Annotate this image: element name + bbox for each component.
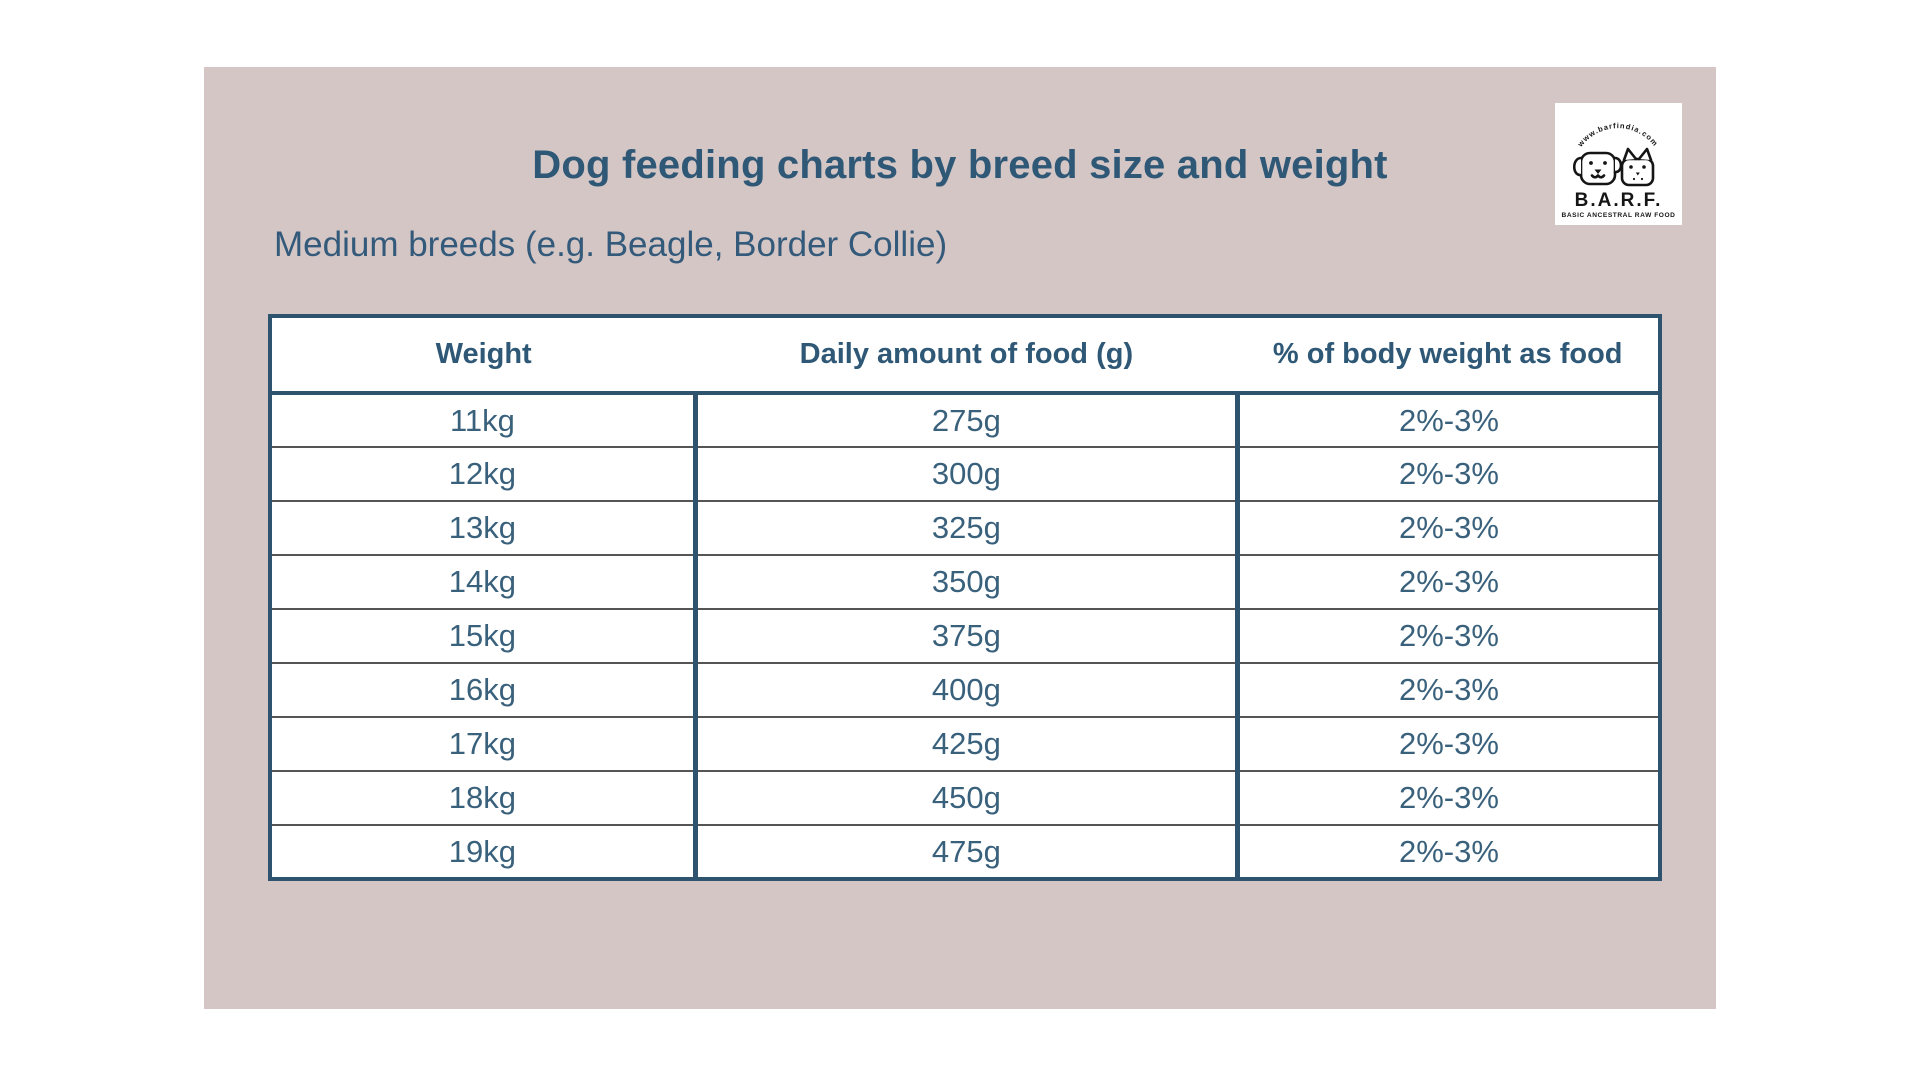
dog-icon	[1572, 151, 1623, 186]
table-cell: 15kg	[270, 608, 696, 663]
table-cell: 2%-3%	[1234, 446, 1660, 501]
column-header-weight: Weight	[270, 316, 696, 395]
table-cell: 2%-3%	[1234, 824, 1660, 879]
table-cell: 12kg	[270, 446, 696, 501]
card: Dog feeding charts by breed size and wei…	[204, 67, 1716, 1009]
table-cell: 2%-3%	[1234, 662, 1660, 717]
table-cell: 18kg	[270, 770, 696, 825]
table-row: 12kg 300g 2%-3%	[270, 446, 1660, 501]
table-cell: 13kg	[270, 500, 696, 555]
table-cell: 425g	[692, 716, 1238, 771]
table-row: 19kg 475g 2%-3%	[270, 824, 1660, 879]
table-row: 11kg 275g 2%-3%	[270, 393, 1660, 447]
table-header-row: Weight Daily amount of food (g) % of bod…	[270, 316, 1660, 395]
table-row: 16kg 400g 2%-3%	[270, 662, 1660, 717]
page-subtitle: Medium breeds (e.g. Beagle, Border Colli…	[274, 225, 948, 264]
table-cell: 475g	[692, 824, 1238, 879]
table-cell: 375g	[692, 608, 1238, 663]
table-cell: 2%-3%	[1234, 608, 1660, 663]
table-cell: 2%-3%	[1234, 554, 1660, 609]
table-body: 11kg 275g 2%-3% 12kg 300g 2%-3% 13kg 325g 2%-3% 1…	[270, 393, 1660, 879]
table-cell: 325g	[692, 500, 1238, 555]
logo-arc-text-path: www.barfindia.com	[1575, 121, 1659, 149]
page-title: Dog feeding charts by breed size and wei…	[532, 143, 1388, 187]
table-row: 14kg 350g 2%-3%	[270, 554, 1660, 609]
table-cell: 450g	[692, 770, 1238, 825]
logo-name: B.A.R.F.	[1575, 190, 1663, 211]
table-row: 17kg 425g 2%-3%	[270, 716, 1660, 771]
column-header-body-weight-pct: % of body weight as food	[1237, 316, 1660, 395]
table-cell: 2%-3%	[1234, 393, 1660, 447]
table-cell: 400g	[692, 662, 1238, 717]
logo-arc-text: www.barfindia.com	[1575, 121, 1660, 149]
table-cell: 300g	[692, 446, 1238, 501]
table-row: 18kg 450g 2%-3%	[270, 770, 1660, 825]
table-cell: 17kg	[270, 716, 696, 771]
table-cell: 2%-3%	[1234, 716, 1660, 771]
table-cell: 19kg	[270, 824, 696, 879]
table-cell: 11kg	[270, 393, 696, 447]
table-cell: 16kg	[270, 662, 696, 717]
table-cell: 14kg	[270, 554, 696, 609]
column-header-daily-amount: Daily amount of food (g)	[695, 316, 1238, 395]
feeding-table: Weight Daily amount of food (g) % of bod…	[268, 314, 1662, 881]
table-row: 15kg 375g 2%-3%	[270, 608, 1660, 663]
table-cell: 2%-3%	[1234, 500, 1660, 555]
table-cell: 350g	[692, 554, 1238, 609]
table-cell: 275g	[692, 393, 1238, 447]
barf-logo: www.barfindia.com	[1555, 103, 1682, 225]
logo-tagline: BASIC ANCESTRAL RAW FOOD	[1562, 212, 1676, 219]
cat-icon	[1620, 147, 1655, 187]
table-cell: 2%-3%	[1234, 770, 1660, 825]
table-row: 13kg 325g 2%-3%	[270, 500, 1660, 555]
